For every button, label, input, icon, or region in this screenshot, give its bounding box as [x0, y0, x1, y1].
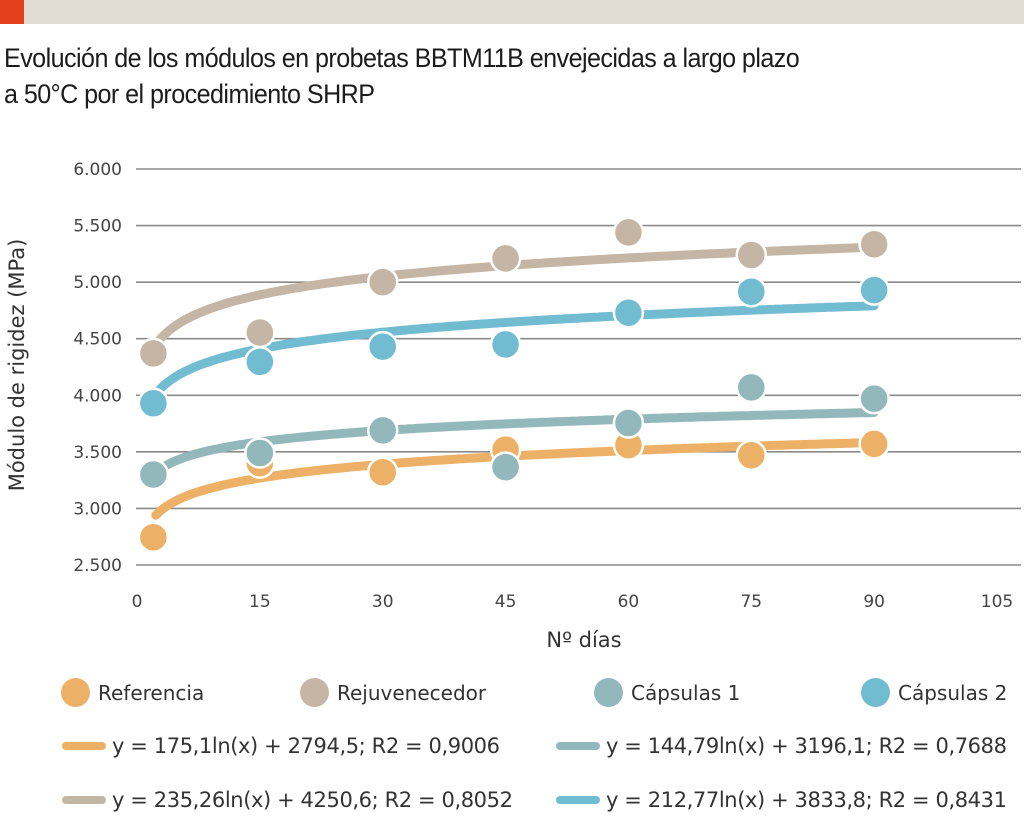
trendline-c-psulas-1 — [151, 408, 879, 478]
legend-marker-rejuvenecedor — [300, 678, 329, 707]
legend-item-rejuvenecedor: Rejuvenecedor — [300, 678, 486, 707]
data-point-c-psulas-1 — [366, 414, 399, 447]
legend-trend-referencia: y = 175,1ln(x) + 2794,5; R2 = 0,9006 — [62, 734, 500, 758]
y-tick-label: 6.000 — [73, 160, 122, 180]
legend-trend-capsulas-1: y = 144,79ln(x) + 3196,1; R2 = 0,7688 — [556, 734, 1007, 758]
legend-trendline-referencia — [62, 742, 106, 750]
legend-marker-capsulas-2 — [861, 678, 890, 707]
legend-trendline-capsulas-2 — [556, 796, 600, 804]
x-tick-label: 15 — [249, 592, 271, 612]
x-tick-label: 105 — [981, 592, 1013, 612]
legend-equation: y = 144,79ln(x) + 3196,1; R2 = 0,7688 — [606, 734, 1007, 758]
trendline-c-psulas-2 — [151, 301, 879, 399]
data-point-c-psulas-2 — [366, 330, 399, 363]
y-tick-label: 5.500 — [73, 217, 122, 237]
data-point-referencia — [858, 428, 890, 460]
data-point-rejuvenecedor — [244, 316, 276, 349]
x-tick-label: 45 — [495, 592, 517, 612]
data-point-c-psulas-1 — [137, 458, 170, 491]
legend-trend-rejuvenecedor: y = 235,26ln(x) + 4250,6; R2 = 0,8052 — [62, 788, 513, 812]
data-points — [137, 216, 890, 554]
data-point-referencia — [137, 521, 170, 554]
y-axis-ticks: 2.500 3.000 3.500 4.000 4.500 5.000 5.500 6.000 — [73, 160, 122, 576]
x-tick-label: 75 — [740, 592, 762, 612]
legend-equation: y = 235,26ln(x) + 4250,6; R2 = 0,8052 — [112, 788, 513, 812]
data-point-rejuvenecedor — [858, 228, 890, 260]
chart-title-line-2: a 50°C por el procedimiento SHRP — [4, 79, 375, 109]
x-tick-label: 60 — [618, 592, 640, 612]
legend-label: Referencia — [98, 680, 205, 705]
data-point-c-psulas-2 — [612, 296, 645, 329]
accent-square — [0, 0, 24, 24]
data-point-referencia — [735, 439, 768, 472]
x-tick-label: 30 — [372, 592, 394, 612]
data-point-c-psulas-1 — [612, 407, 645, 439]
legend-equation: y = 175,1ln(x) + 2794,5; R2 = 0,9006 — [112, 734, 500, 758]
legend-item-capsulas-2: Cápsulas 2 — [861, 678, 1007, 707]
legend-label: Rejuvenecedor — [337, 680, 487, 705]
y-tick-label: 5.000 — [73, 273, 122, 293]
data-point-c-psulas-2 — [858, 274, 890, 306]
legend-trendline-rejuvenecedor — [62, 796, 106, 804]
data-point-referencia — [366, 456, 399, 488]
data-point-rejuvenecedor — [489, 242, 522, 275]
data-point-rejuvenecedor — [735, 239, 768, 271]
legend-item-referencia: Referencia — [61, 678, 204, 707]
y-tick-label: 4.000 — [73, 386, 122, 406]
data-point-c-psulas-2 — [735, 276, 768, 308]
data-point-rejuvenecedor — [137, 337, 170, 370]
legend-item-capsulas-1: Cápsulas 1 — [594, 678, 740, 707]
data-point-rejuvenecedor — [612, 216, 645, 249]
legend-equation: y = 212,77ln(x) + 3833,8; R2 = 0,8431 — [606, 788, 1007, 812]
data-point-c-psulas-1 — [858, 382, 890, 415]
chart-title: Evolución de los módulos en probetas BBT… — [4, 40, 953, 112]
legend-trendline-capsulas-1 — [556, 742, 600, 750]
data-point-c-psulas-2 — [489, 328, 522, 361]
legend-label: Cápsulas 2 — [898, 680, 1008, 705]
x-tick-label: 0 — [132, 592, 143, 612]
x-axis-ticks: 0 15 30 45 60 75 90 105 — [132, 592, 1014, 612]
y-tick-label: 2.500 — [73, 556, 122, 576]
data-point-c-psulas-1 — [489, 451, 522, 483]
legend-label: Cápsulas 1 — [631, 680, 741, 705]
legend: Referencia Rejuvenecedor Cápsulas 1 Cáps… — [0, 668, 1024, 818]
data-point-c-psulas-2 — [244, 346, 276, 378]
x-axis-label: Nº días — [546, 628, 621, 652]
legend-trend-capsulas-2: y = 212,77ln(x) + 3833,8; R2 = 0,8431 — [556, 788, 1007, 812]
legend-marker-capsulas-1 — [594, 678, 623, 707]
data-point-c-psulas-2 — [137, 387, 170, 419]
data-point-rejuvenecedor — [366, 266, 399, 298]
y-axis-label: Módulo de rigidez (MPa) — [5, 239, 29, 492]
data-point-c-psulas-1 — [244, 437, 276, 469]
header-bar — [0, 0, 1024, 24]
data-point-c-psulas-1 — [735, 371, 768, 404]
legend-marker-referencia — [61, 678, 90, 707]
y-tick-label: 3.000 — [73, 499, 122, 519]
y-tick-label: 3.500 — [73, 443, 122, 463]
chart-plot: 2.500 3.000 3.500 4.000 4.500 5.000 5.500 6.000… — [5, 160, 1021, 652]
x-tick-label: 90 — [863, 592, 885, 612]
y-tick-label: 4.500 — [73, 330, 122, 350]
chart-title-line-1: Evolución de los módulos en probetas BBT… — [4, 43, 800, 73]
